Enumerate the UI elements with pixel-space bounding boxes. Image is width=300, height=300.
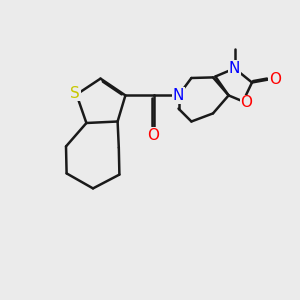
Text: O: O [269, 72, 281, 87]
Text: S: S [70, 85, 80, 100]
Text: N: N [173, 88, 184, 103]
Text: O: O [148, 128, 160, 142]
Text: N: N [229, 61, 240, 76]
Text: O: O [241, 95, 253, 110]
